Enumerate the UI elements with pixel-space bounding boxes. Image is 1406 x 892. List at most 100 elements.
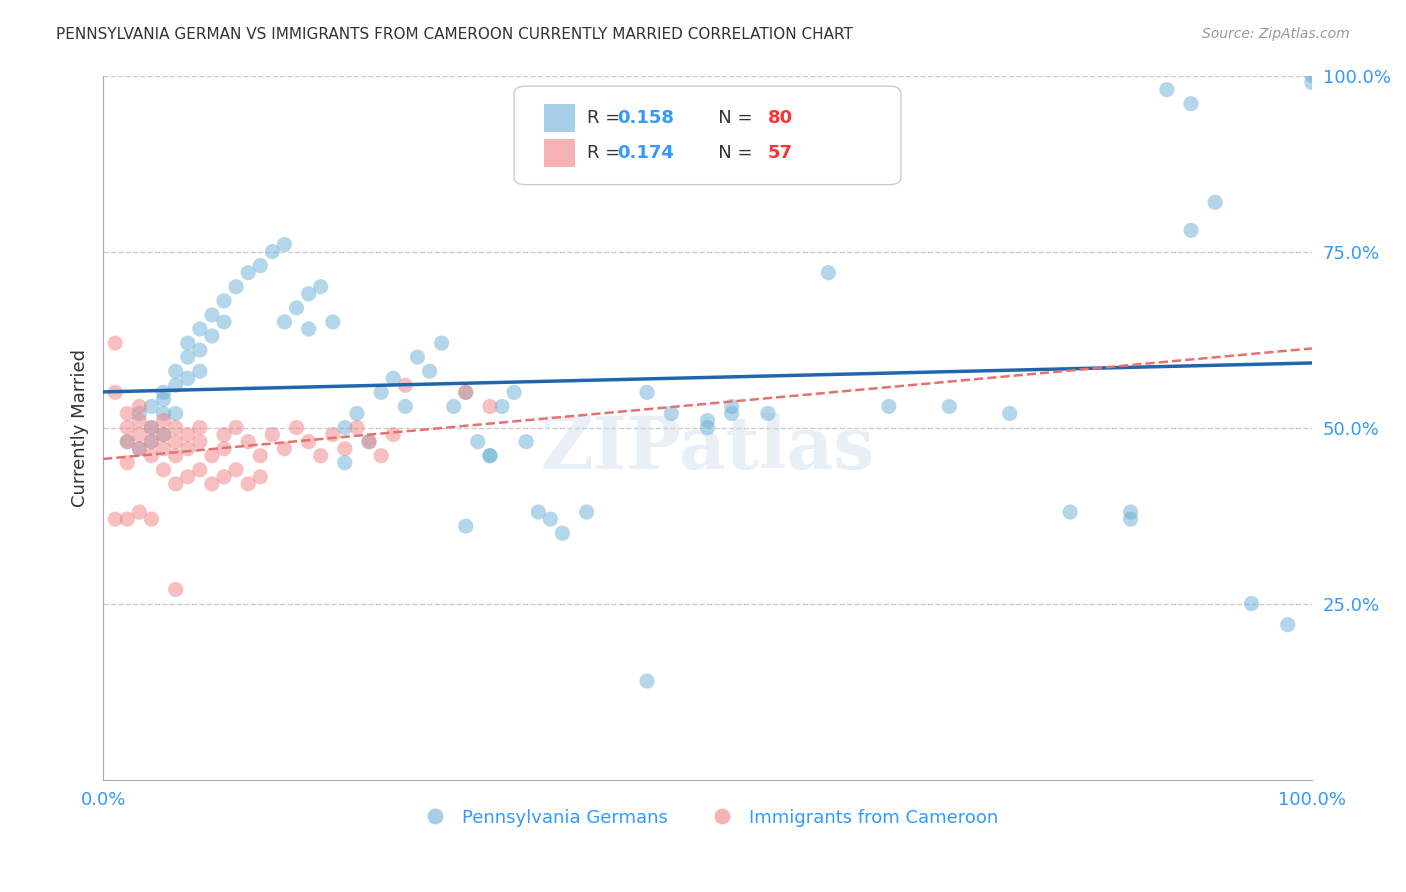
Point <box>333 420 356 434</box>
Y-axis label: Currently Married: Currently Married <box>72 349 89 507</box>
Point <box>152 463 174 477</box>
Point <box>152 385 174 400</box>
Point <box>177 442 200 456</box>
Point <box>394 400 416 414</box>
Point <box>1301 76 1323 90</box>
Point <box>454 385 477 400</box>
Point <box>346 420 368 434</box>
Point <box>756 407 779 421</box>
Text: R =: R = <box>586 109 626 127</box>
Point <box>817 266 839 280</box>
Point <box>478 449 501 463</box>
Point <box>188 420 211 434</box>
Point <box>141 449 163 463</box>
Point <box>298 322 321 336</box>
Point <box>117 434 139 449</box>
Point <box>370 385 392 400</box>
Point <box>938 400 960 414</box>
Point <box>152 407 174 421</box>
Point <box>443 400 465 414</box>
Point <box>117 512 139 526</box>
Point <box>128 427 150 442</box>
Point <box>1119 505 1142 519</box>
Point <box>212 442 235 456</box>
Point <box>128 442 150 456</box>
Point <box>128 442 150 456</box>
Point <box>152 413 174 427</box>
Point <box>394 378 416 392</box>
Point <box>212 315 235 329</box>
Text: N =: N = <box>702 109 759 127</box>
Point <box>165 449 187 463</box>
Point <box>165 476 187 491</box>
Bar <box>544 103 575 132</box>
Point <box>152 427 174 442</box>
Point <box>636 673 658 688</box>
Point <box>322 315 344 329</box>
Point <box>538 512 561 526</box>
Point <box>467 434 489 449</box>
Point <box>1301 69 1323 83</box>
Point <box>1156 82 1178 96</box>
Point <box>478 400 501 414</box>
Point <box>357 434 380 449</box>
Text: 57: 57 <box>768 144 793 162</box>
Point <box>225 463 247 477</box>
Point <box>346 407 368 421</box>
Point <box>1059 505 1081 519</box>
Text: Source: ZipAtlas.com: Source: ZipAtlas.com <box>1202 27 1350 41</box>
Legend: Pennsylvania Germans, Immigrants from Cameroon: Pennsylvania Germans, Immigrants from Ca… <box>409 802 1005 834</box>
Point <box>503 385 526 400</box>
Point <box>238 476 260 491</box>
Point <box>298 286 321 301</box>
Point <box>1204 195 1226 210</box>
Point <box>273 315 295 329</box>
Point <box>406 350 429 364</box>
Point <box>418 364 440 378</box>
Point <box>527 505 550 519</box>
Point <box>225 420 247 434</box>
Point <box>165 582 187 597</box>
Text: ZIPatlas: ZIPatlas <box>540 413 875 484</box>
Point <box>998 407 1021 421</box>
Text: 0.174: 0.174 <box>617 144 673 162</box>
Point <box>212 293 235 308</box>
Point <box>370 449 392 463</box>
Point <box>285 301 308 315</box>
Point <box>491 400 513 414</box>
Point <box>152 392 174 407</box>
Point <box>273 442 295 456</box>
Point <box>128 505 150 519</box>
Point <box>1240 597 1263 611</box>
Point <box>165 420 187 434</box>
Point <box>551 526 574 541</box>
Point <box>188 463 211 477</box>
Point <box>249 449 271 463</box>
Point <box>188 322 211 336</box>
Point <box>177 470 200 484</box>
Point <box>696 413 718 427</box>
Text: N =: N = <box>702 144 759 162</box>
Point <box>382 371 405 385</box>
Point <box>1119 512 1142 526</box>
Text: 80: 80 <box>768 109 793 127</box>
Point <box>720 407 742 421</box>
Point <box>309 449 332 463</box>
Point <box>478 449 501 463</box>
Point <box>720 400 742 414</box>
Point <box>117 420 139 434</box>
Point <box>165 378 187 392</box>
Point <box>104 336 127 351</box>
Point <box>273 237 295 252</box>
Point <box>575 505 598 519</box>
Point <box>201 308 224 322</box>
Point <box>225 279 247 293</box>
Point <box>188 364 211 378</box>
Point <box>333 442 356 456</box>
Point <box>212 470 235 484</box>
Point <box>1180 223 1202 237</box>
Point <box>117 434 139 449</box>
Point <box>177 371 200 385</box>
Point <box>659 407 682 421</box>
Point <box>454 519 477 533</box>
